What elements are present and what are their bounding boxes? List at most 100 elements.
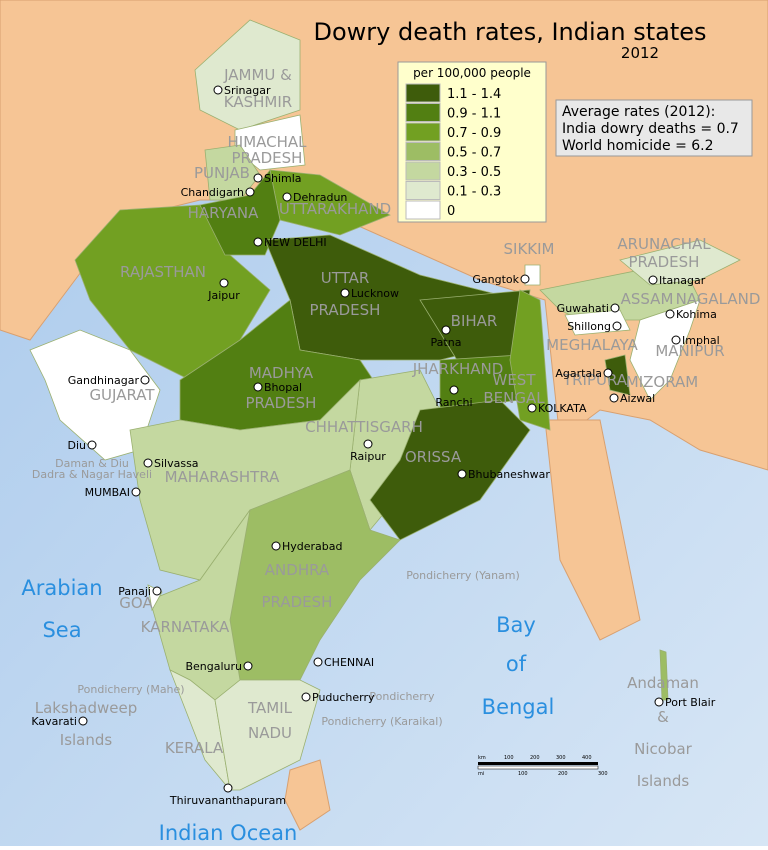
state-label: MEGHALAYA <box>546 336 638 354</box>
state-label: GUJARAT <box>89 386 155 404</box>
state-label: MADHYA <box>249 364 314 382</box>
legend-label: 0.5 - 0.7 <box>447 146 501 161</box>
city-marker <box>245 187 255 197</box>
city-marker <box>609 393 619 403</box>
neighbour-land <box>544 419 641 641</box>
city-marker <box>219 278 229 288</box>
state <box>369 399 531 541</box>
state-label: ARUNACHAL <box>617 235 711 253</box>
info-line: India dowry deaths = 0.7 <box>562 121 739 137</box>
legend-swatch <box>405 83 441 103</box>
city-label: Bhubaneshwar <box>468 468 550 481</box>
city-marker <box>87 440 97 450</box>
city-label: Srinagar <box>224 84 271 97</box>
title: Dowry death rates, Indian states <box>314 18 707 46</box>
state <box>604 354 631 396</box>
city-marker <box>301 692 311 702</box>
city-label: Puducherry <box>312 691 375 704</box>
state-label: MIZORAM <box>626 373 698 391</box>
state-label: MAHARASHTRA <box>165 468 281 486</box>
city-label: Hyderabad <box>282 540 343 553</box>
scale-bar <box>477 762 599 770</box>
city-marker <box>253 382 263 392</box>
legend-label: 0 <box>447 204 455 219</box>
city-marker <box>223 783 233 793</box>
state-label: MANIPUR <box>655 342 724 360</box>
state-label: KARNATAKA <box>141 618 230 636</box>
city-label: Jaipur <box>207 289 240 302</box>
water-label: Sea <box>42 618 81 642</box>
state <box>509 289 551 431</box>
state-label: RAJASTHAN <box>120 263 206 281</box>
scale-label: 400 <box>582 755 592 761</box>
city-label: Gangtok <box>472 273 519 286</box>
city-marker <box>140 375 150 385</box>
sri-lanka <box>284 759 331 831</box>
city-marker <box>243 661 253 671</box>
city-label: Agartala <box>555 367 602 380</box>
city-label: Thiruvananthapuram <box>169 794 286 807</box>
legend-label: 0.3 - 0.5 <box>447 165 501 180</box>
city-marker <box>648 275 658 285</box>
city-label: CHENNAI <box>324 656 374 669</box>
city-marker <box>612 321 622 331</box>
city-label: Shimla <box>264 172 302 185</box>
legend-swatch <box>405 161 441 181</box>
city-marker <box>340 288 350 298</box>
state-label: TAMIL <box>247 699 293 717</box>
state-label: PRADESH <box>246 394 317 412</box>
state <box>194 19 301 131</box>
city-label: Imphal <box>682 334 720 347</box>
legend-swatch <box>405 103 441 122</box>
state-label: Pondicherry (Mahe) <box>77 683 184 696</box>
state-label: Islands <box>637 772 690 790</box>
city-marker <box>78 716 88 726</box>
city-label: Gandhinagar <box>68 374 140 387</box>
city-label: Guwahati <box>557 302 609 315</box>
legend-label: 1.1 - 1.4 <box>447 87 501 102</box>
city-marker <box>665 309 675 319</box>
state-label: NADU <box>248 724 292 742</box>
state-label: Dadra & Nagar Haveli <box>32 468 152 481</box>
city-marker <box>457 469 467 479</box>
water-label: Indian Ocean <box>159 821 298 845</box>
scale-label: 200 <box>530 755 540 761</box>
scale-label: 200 <box>558 771 568 777</box>
state-label: BIHAR <box>451 312 498 330</box>
city-marker <box>213 85 223 95</box>
water-label: Arabian <box>21 576 102 600</box>
city-marker <box>152 586 162 596</box>
legend: per 100,000 people 1.1 - 1.4 0.9 - 1.1 0.7… <box>397 61 547 223</box>
state-label: PUNJAB <box>194 164 250 182</box>
state-label: Pondicherry <box>369 690 435 703</box>
city-marker <box>441 325 451 335</box>
scale-label: 300 <box>598 771 608 777</box>
state-label: PRADESH <box>310 301 381 319</box>
water-label: Bengal <box>482 695 555 719</box>
city-marker <box>313 657 323 667</box>
city-marker <box>363 439 373 449</box>
water-label: of <box>506 652 527 676</box>
scale-label: km <box>478 755 486 761</box>
state-label: & <box>657 708 669 726</box>
state-label: KERALA <box>165 739 224 757</box>
legend-swatch <box>405 122 441 142</box>
state-label: Nicobar <box>634 740 693 758</box>
legend-swatch <box>405 142 441 161</box>
city-label: Chandigarh <box>181 186 244 199</box>
state-label: Pondicherry (Yanam) <box>406 569 520 582</box>
state-label: Daman & Diu <box>55 457 129 470</box>
legend-label: 0.7 - 0.9 <box>447 126 501 141</box>
city-label: Bengaluru <box>185 660 242 673</box>
state <box>629 299 701 401</box>
legend-title: per 100,000 people <box>413 66 531 80</box>
state-label: HARYANA <box>188 204 259 222</box>
city-marker <box>520 274 530 284</box>
scale-label: mi <box>478 771 484 777</box>
city-label: Bhopal <box>264 381 302 394</box>
state-label: JHARKHAND <box>412 360 504 378</box>
city-label: Raipur <box>350 450 386 463</box>
city-label: KOLKATA <box>538 402 587 415</box>
city-label: Kavarati <box>31 715 77 728</box>
state-label: Andaman <box>627 674 699 692</box>
